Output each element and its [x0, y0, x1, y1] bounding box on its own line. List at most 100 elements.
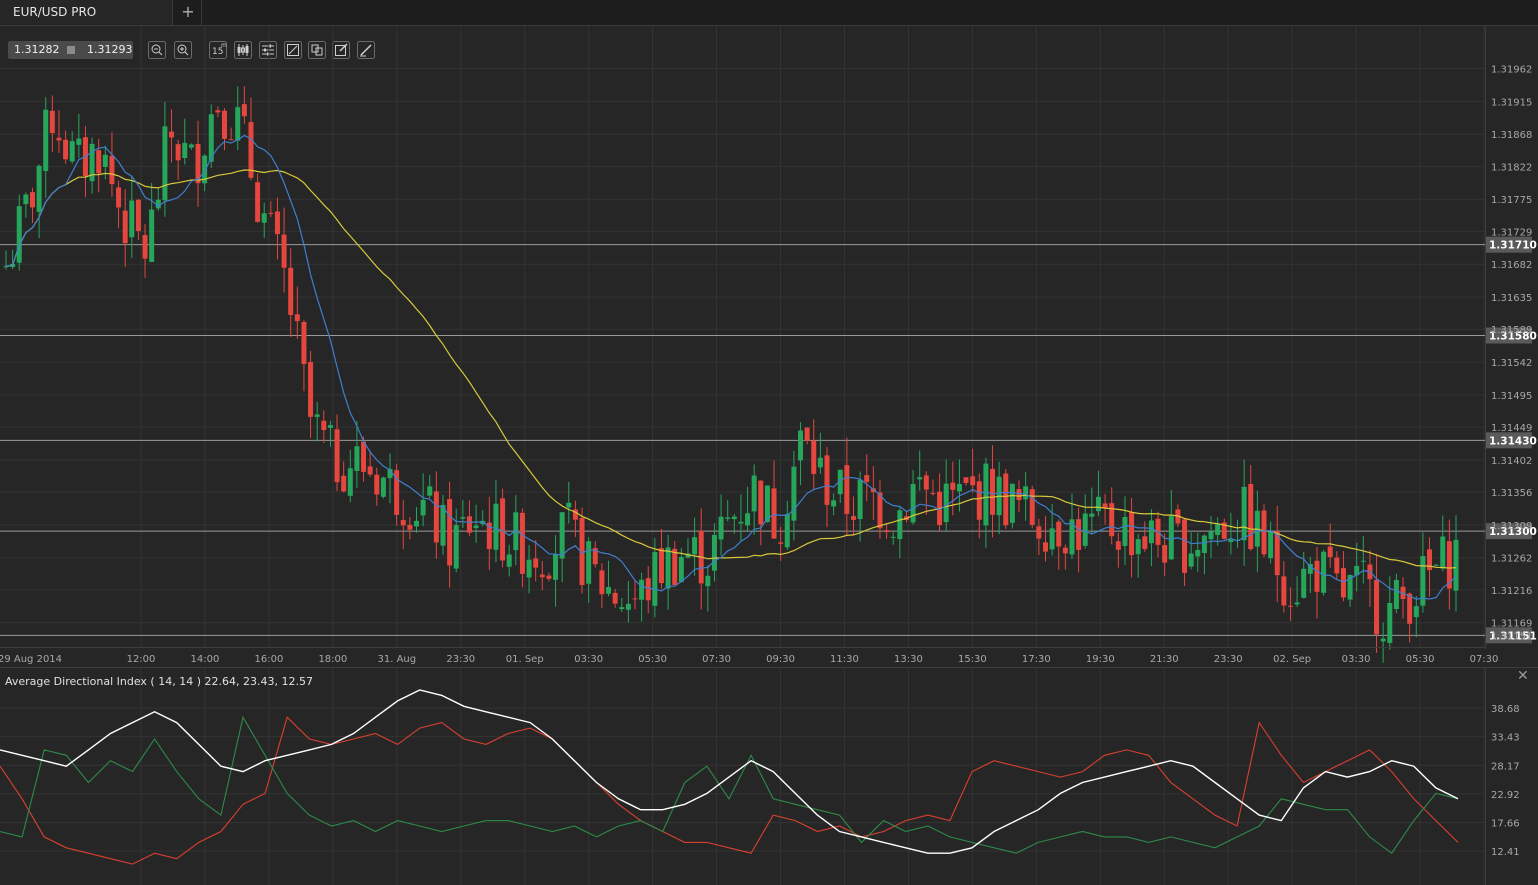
- candle-body: [1182, 519, 1188, 573]
- candle-body: [870, 488, 876, 493]
- fit-chart-icon[interactable]: [284, 41, 302, 59]
- timeframe-15m-icon[interactable]: 15m: [209, 41, 228, 59]
- candle-body: [1115, 541, 1121, 550]
- candle-body: [23, 194, 29, 204]
- y-tick-label: 1.31402: [1491, 456, 1532, 467]
- candle-body: [864, 475, 870, 482]
- candle-body: [182, 142, 188, 159]
- candle-body: [1413, 606, 1419, 618]
- candle-body: [1003, 473, 1009, 526]
- candle-body: [486, 522, 492, 550]
- candle-body: [804, 427, 810, 441]
- candle-body: [1089, 513, 1095, 517]
- candle-body: [1208, 531, 1214, 540]
- adx-y-tick-label: 28.17: [1491, 761, 1520, 772]
- chart-toolbar: 15 m: [148, 41, 388, 60]
- candle-body: [202, 155, 208, 184]
- candle-body: [910, 484, 916, 523]
- candle-body: [109, 155, 115, 185]
- candle-body: [526, 559, 532, 578]
- candle-body: [1215, 524, 1221, 535]
- candle-body: [142, 235, 148, 259]
- candle-body: [327, 425, 333, 428]
- x-tick-label: 18:00: [318, 654, 347, 665]
- candle-body: [241, 104, 247, 117]
- candle-body: [361, 441, 367, 472]
- x-tick-label: 09:30: [766, 654, 795, 665]
- y-tick-label: 1.31682: [1491, 260, 1532, 271]
- candle-body: [1248, 483, 1254, 550]
- di-minus-line: [0, 716, 1459, 865]
- candle-body: [1168, 516, 1174, 560]
- adx-y-tick-label: 22.92: [1491, 790, 1520, 801]
- candle-body: [1281, 576, 1287, 606]
- candle-body: [639, 579, 645, 600]
- y-tick-label: 1.31262: [1491, 554, 1532, 565]
- x-tick-label: 16:00: [254, 654, 283, 665]
- candle-body: [678, 556, 684, 582]
- candle-body: [725, 517, 731, 519]
- x-tick-label: 13:30: [894, 654, 923, 665]
- candle-body: [1016, 489, 1022, 501]
- compare-icon[interactable]: [308, 41, 326, 59]
- candle-body: [791, 466, 797, 521]
- x-tick-label: 23:30: [1214, 654, 1243, 665]
- candle-body: [447, 499, 453, 566]
- candle-body: [29, 192, 35, 208]
- candle-body: [341, 475, 347, 492]
- candle-body: [480, 520, 486, 524]
- candle-body: [500, 498, 506, 561]
- candle-body: [1235, 539, 1241, 541]
- candle-body: [1354, 565, 1360, 576]
- candle-body: [281, 234, 287, 268]
- candle-body: [466, 516, 472, 533]
- x-tick-label: 03:30: [574, 654, 603, 665]
- candle-body: [546, 575, 552, 579]
- close-indicator-icon[interactable]: ✕: [1517, 668, 1529, 684]
- edit-icon[interactable]: [332, 41, 350, 59]
- candle-body: [215, 110, 221, 113]
- bid-price: 1.31282: [14, 43, 60, 56]
- candle-body: [1374, 579, 1380, 635]
- candle-body: [49, 110, 55, 134]
- candle-body: [1453, 539, 1459, 591]
- candle-body: [334, 429, 340, 483]
- level-label-box: [1486, 627, 1532, 644]
- candle-body: [1056, 521, 1062, 547]
- candle-body: [1042, 542, 1048, 552]
- sma-fast-line: [5, 134, 1457, 600]
- zoom-out-icon[interactable]: [148, 41, 166, 59]
- candle-body: [731, 516, 737, 520]
- candle-body: [235, 107, 241, 141]
- candle-body: [188, 144, 194, 148]
- level-label-box: [1486, 432, 1532, 449]
- candle-body: [36, 165, 42, 212]
- tab-eurusd[interactable]: EUR/USD PRO: [0, 0, 173, 25]
- adx-y-tick-label: 12.41: [1491, 847, 1520, 858]
- candle-body: [314, 414, 320, 417]
- candle-body: [82, 137, 88, 177]
- candlestick-type-icon[interactable]: [234, 41, 252, 59]
- add-tab-button[interactable]: +: [175, 0, 202, 25]
- candle-body: [1387, 603, 1393, 643]
- x-tick-label: 19:30: [1086, 654, 1115, 665]
- candle-body: [1261, 510, 1267, 555]
- candle-body: [135, 199, 141, 232]
- y-tick-label: 1.31151: [1491, 631, 1532, 642]
- candle-body: [1029, 489, 1035, 525]
- candle-body: [301, 321, 307, 365]
- candle-body: [473, 525, 479, 529]
- draw-tool-icon[interactable]: [357, 41, 375, 59]
- candle-body: [844, 465, 850, 514]
- candle-body: [1148, 520, 1154, 544]
- level-label: 1.31151: [1489, 630, 1537, 642]
- candle-body: [930, 493, 936, 495]
- indicators-icon[interactable]: [259, 41, 277, 59]
- candle-body: [1241, 486, 1247, 541]
- zoom-in-icon[interactable]: [174, 41, 192, 59]
- candle-body: [1314, 560, 1320, 592]
- candle-body: [1433, 564, 1439, 566]
- x-tick-label: 31. Aug: [378, 654, 417, 665]
- y-tick-label: 1.31449: [1491, 423, 1532, 434]
